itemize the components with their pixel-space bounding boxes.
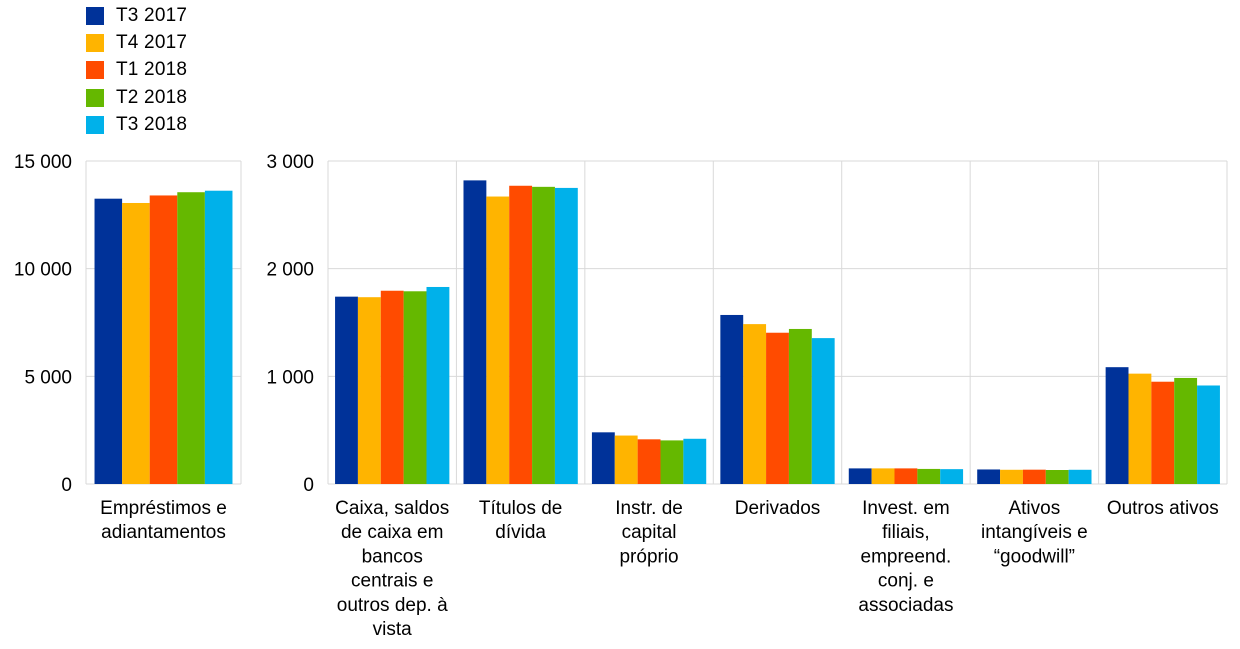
bar xyxy=(591,432,615,484)
legend-item-t2-2018: T2 2018 xyxy=(86,84,187,111)
bar xyxy=(1174,377,1198,484)
y-tick-label: 0 xyxy=(61,475,72,496)
bar xyxy=(403,291,427,484)
x-category-label: Instr. de capital próprio xyxy=(615,498,683,567)
legend-label: T3 2017 xyxy=(116,4,188,26)
bar xyxy=(357,297,381,484)
bar xyxy=(532,186,555,484)
x-category-label-line: Instr. de xyxy=(615,498,683,519)
x-category-label-line: Caixa, saldos xyxy=(335,498,449,519)
legend-label: T3 2018 xyxy=(116,114,188,136)
y-tick-label: 1 000 xyxy=(266,367,314,388)
bar xyxy=(811,338,835,484)
bar xyxy=(743,324,767,484)
legend-swatch xyxy=(86,6,104,25)
y-tick-label: 2 000 xyxy=(266,260,314,281)
legend-label: T4 2017 xyxy=(116,32,188,54)
bar xyxy=(766,332,789,484)
bar xyxy=(894,468,918,484)
bar xyxy=(1128,373,1152,484)
x-category-label-line: “goodwill” xyxy=(994,546,1075,567)
bar xyxy=(94,198,123,484)
x-category-label: Derivados xyxy=(735,498,821,519)
x-category-label-line: Ativos xyxy=(1008,498,1060,519)
legend-item-t3-2017: T3 2017 xyxy=(86,2,187,29)
bar xyxy=(977,469,1001,484)
x-category-label-line: empreend. xyxy=(861,546,952,567)
x-category-label-line: vista xyxy=(373,619,413,640)
bar xyxy=(149,195,178,484)
x-category-label-line: bancos xyxy=(362,546,423,567)
legend-swatch xyxy=(86,34,104,53)
bar xyxy=(204,190,233,484)
y-tick-label: 15 000 xyxy=(14,152,72,173)
bar xyxy=(1000,469,1023,484)
bar xyxy=(177,192,205,484)
bar xyxy=(1022,469,1046,484)
x-category-label-line: intangíveis e xyxy=(981,522,1088,543)
bar xyxy=(940,469,964,484)
legend-item-t1-2018: T1 2018 xyxy=(86,57,187,84)
bar xyxy=(1105,367,1129,484)
legend-label: T1 2018 xyxy=(116,59,188,81)
chart-legend: T3 2017 T4 2017 T1 2018 T2 2018 T3 2018 xyxy=(86,2,187,139)
y-tick-label: 5 000 xyxy=(24,367,72,388)
bar xyxy=(1197,385,1220,484)
bar xyxy=(122,202,150,485)
legend-swatch xyxy=(86,88,104,107)
legend-item-t4-2017: T4 2017 xyxy=(86,29,187,56)
bar xyxy=(1068,469,1092,484)
x-category-label: Títulos de dívida xyxy=(479,498,562,543)
x-category-label-line: Empréstimos e xyxy=(100,498,227,519)
x-category-label-line: Invest. em xyxy=(862,498,950,519)
legend-item-t3-2018: T3 2018 xyxy=(86,112,187,139)
x-category-label: Ativos intangíveis e “goodwill” xyxy=(981,498,1088,567)
bar xyxy=(426,286,450,484)
x-category-label-line: centrais e xyxy=(351,571,433,592)
bar xyxy=(463,180,487,484)
x-category-label-line: Derivados xyxy=(735,498,821,519)
x-category-label-line: Outros ativos xyxy=(1107,498,1219,519)
x-category-label: Empréstimos e adiantamentos xyxy=(100,498,227,543)
bar xyxy=(660,440,684,484)
x-category-label-line: conj. e xyxy=(878,571,934,592)
bar xyxy=(614,435,638,484)
x-category-label-line: de caixa em xyxy=(341,522,443,543)
x-category-label: Outros ativos xyxy=(1107,498,1219,519)
bar xyxy=(486,196,510,484)
y-tick-label: 10 000 xyxy=(14,260,72,281)
bar xyxy=(1151,381,1175,484)
x-category-label-line: filiais, xyxy=(882,522,930,543)
legend-swatch xyxy=(86,61,104,80)
bar xyxy=(683,438,707,484)
bar xyxy=(1045,470,1069,484)
bar xyxy=(848,468,872,484)
bar xyxy=(380,290,404,484)
x-category-label-line: próprio xyxy=(619,546,678,567)
bar xyxy=(917,468,941,484)
y-tick-label: 3 000 xyxy=(266,152,314,173)
bar xyxy=(788,328,812,484)
bar xyxy=(871,468,895,484)
bar xyxy=(335,296,358,484)
x-category-label-line: capital xyxy=(622,522,677,543)
legend-swatch xyxy=(86,116,104,135)
bar xyxy=(637,439,661,484)
bar xyxy=(554,187,578,484)
y-tick-label: 0 xyxy=(303,475,314,496)
legend-label: T2 2018 xyxy=(116,86,188,108)
x-category-label-line: associadas xyxy=(858,595,953,616)
bar xyxy=(509,185,533,484)
x-category-label-line: Títulos de xyxy=(479,498,562,519)
x-category-label-line: outros dep. à xyxy=(337,595,448,616)
bar xyxy=(720,314,744,484)
x-category-label-line: adiantamentos xyxy=(101,522,226,543)
x-category-label: Invest. em filiais, empreend. conj. e associ… xyxy=(858,498,953,616)
x-category-label-line: dívida xyxy=(495,522,546,543)
x-category-label: Caixa, saldos de caixa em bancos centrais e… xyxy=(335,498,449,640)
